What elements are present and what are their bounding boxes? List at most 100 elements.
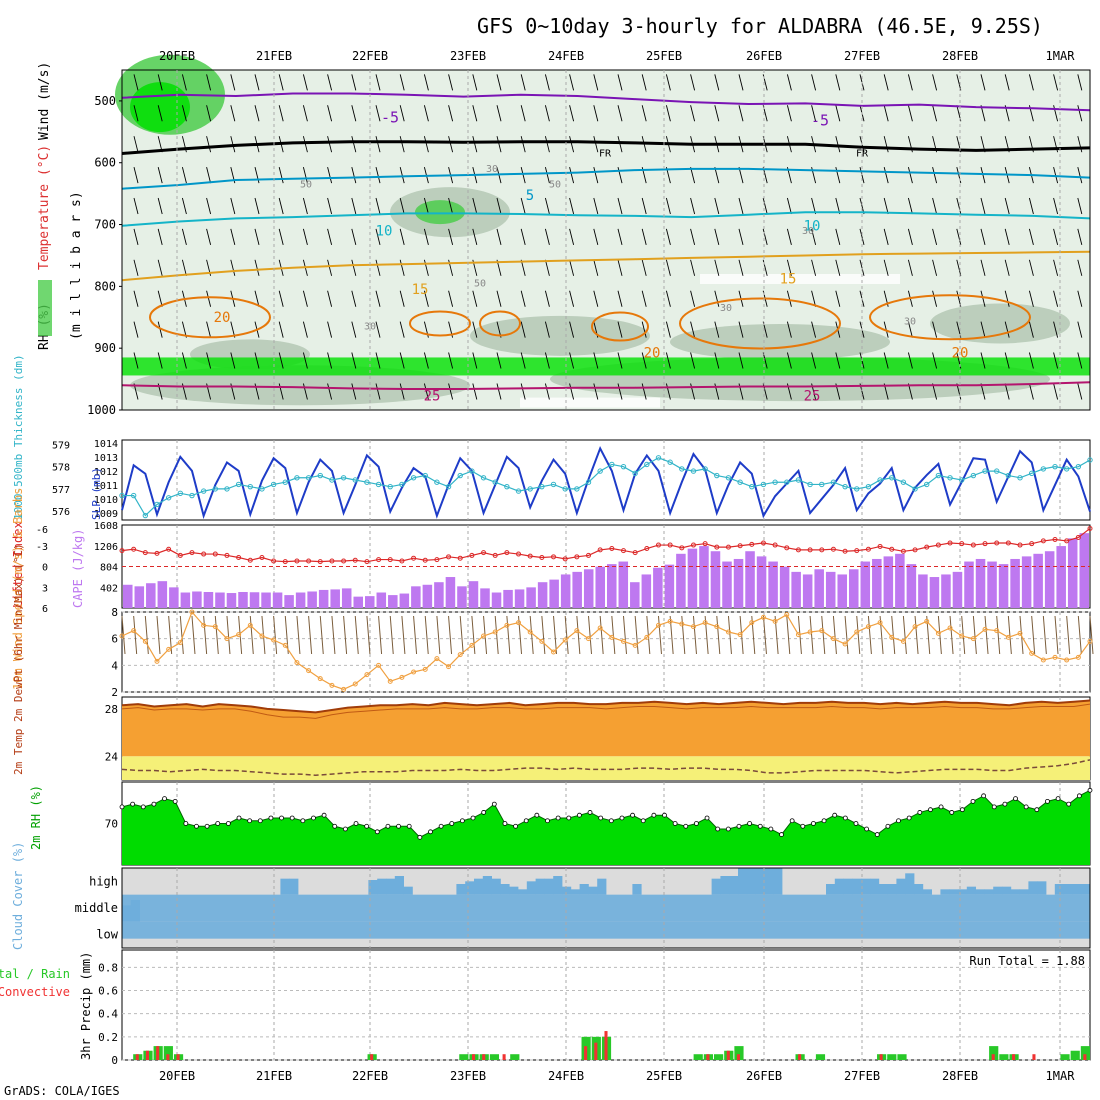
rh-point: [1023, 804, 1029, 810]
surface-wind-barb: [331, 615, 336, 655]
lifted-index-point: [551, 554, 557, 560]
rh-point: [119, 804, 125, 810]
wind-barb: [593, 197, 599, 215]
slp-line: [121, 445, 1091, 520]
contour-label: 30: [486, 164, 498, 175]
wind-barb: [133, 228, 139, 246]
rh-point: [502, 821, 508, 826]
cape-bar: [295, 592, 306, 608]
rh-point: [523, 818, 529, 824]
wind-barb: [569, 166, 575, 184]
wind-barb: [593, 290, 599, 307]
run-total-label: Run Total = 1.88: [969, 954, 1085, 968]
thickness-point: [1063, 466, 1070, 472]
rh-point: [757, 823, 763, 829]
wind-speed-point: [1040, 657, 1046, 663]
rh-point: [225, 821, 231, 826]
date-label-top: 21FEB: [256, 49, 292, 63]
cloud-high-bar: [878, 884, 888, 895]
cape-bar: [365, 596, 375, 608]
surface-wind-barb: [284, 615, 289, 655]
wind-barb: [593, 105, 599, 122]
thickness-point: [819, 481, 825, 488]
contour-label: 30: [904, 317, 916, 328]
slp-tick-label: 1009: [94, 509, 118, 520]
wind-barb: [738, 74, 744, 91]
wind-barb: [472, 321, 478, 338]
lifted-index-point: [306, 558, 312, 564]
rh-point: [428, 829, 433, 835]
surface-wind-barb: [308, 615, 313, 655]
date-label-top: 24FEB: [548, 49, 584, 63]
precip-convective-bar: [1032, 1054, 1036, 1060]
wind-barb: [738, 321, 744, 338]
cloud-high-bar: [711, 878, 721, 895]
precip-total-bar: [897, 1054, 907, 1060]
wind-barb: [133, 105, 139, 122]
cape-bar: [687, 548, 698, 608]
wind-barb: [351, 352, 357, 369]
lifted-index-point: [632, 550, 638, 556]
cape-bar: [998, 564, 1009, 608]
surface-wind-barb: [413, 615, 418, 655]
wind-barb: [1053, 383, 1059, 400]
wind-barb: [714, 290, 720, 307]
wind-barb: [520, 74, 526, 91]
wind-barb: [569, 290, 575, 307]
rh-point: [853, 821, 859, 826]
wind-speed-point: [982, 626, 988, 632]
precip-total-bar: [163, 1046, 173, 1060]
thickness-point: [1052, 463, 1058, 470]
lifted-index-point: [830, 546, 836, 552]
surface-wind-barb: [762, 615, 767, 655]
wind-speed-point: [469, 642, 475, 648]
cape-bar: [123, 584, 133, 608]
rh-point: [247, 818, 253, 824]
cloud-high-bar: [482, 876, 492, 895]
wind-barb: [206, 166, 212, 184]
cape-bar: [238, 591, 248, 608]
thickness-point: [1040, 466, 1047, 472]
wind-barb: [399, 352, 405, 369]
thickness-point: [714, 472, 720, 479]
contour-label: 50: [474, 278, 486, 289]
thickness-point: [993, 468, 1000, 474]
rh-point: [1055, 796, 1061, 801]
thickness-point: [620, 463, 627, 470]
surface-wind-barb: [506, 615, 511, 655]
wind-barb: [302, 228, 308, 246]
wind-barb: [157, 197, 163, 215]
thickness-point: [317, 472, 323, 479]
wind-barb: [883, 259, 889, 276]
precip-convective-bar: [166, 1054, 170, 1060]
lifted-index-point: [854, 548, 860, 554]
cape-bar: [330, 589, 340, 608]
lifted-tick-label: -3: [36, 542, 48, 553]
wind-barb: [302, 74, 308, 91]
wind-barb: [206, 74, 212, 91]
wind-speed-point: [201, 622, 207, 628]
cloud-high-bar: [1002, 886, 1012, 895]
cloud-level-label: low: [96, 928, 118, 942]
wind-barb: [980, 259, 986, 276]
surface-wind-barb: [972, 615, 977, 655]
cape-bar: [491, 592, 502, 608]
rh-point: [491, 801, 497, 807]
wind-barb: [1053, 197, 1059, 215]
surface-wind-barb: [657, 615, 662, 655]
lifted-index-point: [212, 551, 218, 557]
cloud-high-bar: [940, 889, 950, 895]
wind-barb: [883, 105, 889, 122]
wind-barb: [1077, 166, 1083, 184]
wind-barb: [617, 136, 623, 153]
thickness-point: [539, 483, 545, 490]
precip-total-bar: [459, 1054, 469, 1060]
wind-barb: [375, 166, 381, 184]
thickness-point: [469, 468, 475, 474]
lifted-index-point: [189, 550, 195, 556]
surface-wind-barb: [984, 615, 989, 655]
surface-wind-barb: [354, 615, 359, 655]
precip-tick-label: 0.2: [98, 1031, 118, 1044]
wind-barb: [1028, 321, 1034, 338]
contour-label: 10: [804, 219, 821, 235]
